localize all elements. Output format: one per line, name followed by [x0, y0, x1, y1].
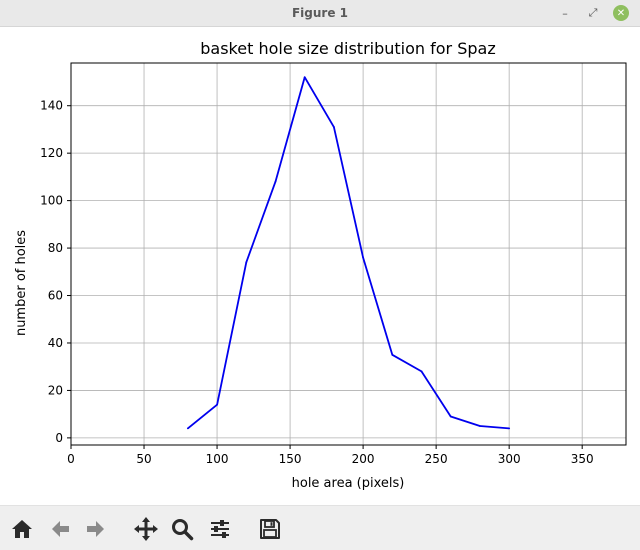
data-point	[508, 427, 511, 430]
navigation-toolbar	[0, 505, 640, 550]
y-tick-label: 0	[55, 431, 63, 445]
x-tick-label: 100	[206, 452, 229, 466]
data-point	[186, 427, 189, 430]
y-tick-label: 140	[40, 99, 63, 113]
x-axis-ticks: 0 50 100 150 200 250 300 350	[67, 445, 594, 466]
window-title: Figure 1	[291, 6, 349, 20]
back-button[interactable]	[47, 516, 73, 542]
forward-button[interactable]	[83, 516, 109, 542]
data-point	[332, 126, 335, 128]
x-axis-label: hole area (pixels)	[292, 476, 405, 491]
data-point	[420, 370, 423, 373]
data-point	[245, 261, 248, 264]
data-point	[362, 256, 365, 259]
line-chart: 0 50 100 150 200 250 300 350 0 20 40 60 80 100 120 140…	[14, 39, 627, 491]
back-icon	[52, 521, 69, 537]
close-button[interactable]: ✕	[613, 5, 629, 21]
data-point	[479, 425, 481, 427]
x-tick-label: 200	[352, 452, 375, 466]
maximize-button[interactable]: ⤢	[588, 6, 598, 19]
y-tick-label: 100	[40, 194, 63, 208]
title-bar[interactable]: Figure 1 – ⤢ ✕	[0, 0, 640, 27]
forward-icon	[87, 521, 104, 537]
x-tick-label: 350	[571, 452, 594, 466]
data-point	[391, 353, 394, 356]
data-point	[216, 403, 218, 406]
y-tick-label: 80	[48, 241, 63, 255]
x-tick-label: 50	[136, 452, 151, 466]
pan-icon	[134, 517, 158, 541]
axes-frame	[70, 62, 627, 446]
zoom-icon	[172, 519, 194, 541]
x-tick-label: 150	[279, 452, 302, 466]
configure-subplots-icon	[211, 520, 229, 538]
figure-canvas[interactable]: 0 50 100 150 200 250 300 350 0 20 40 60 80 100 120 140…	[0, 27, 640, 505]
pan-button[interactable]	[133, 516, 159, 542]
y-tick-label: 20	[48, 383, 63, 397]
minimize-button[interactable]: –	[562, 6, 568, 20]
y-axis-ticks: 0 20 40 60 80 100 120 140	[40, 99, 71, 445]
x-tick-label: 250	[425, 452, 448, 466]
x-tick-label: 300	[498, 452, 521, 466]
y-tick-label: 120	[40, 146, 63, 160]
x-tick-label: 0	[67, 452, 75, 466]
configure-subplots-button[interactable]	[207, 516, 233, 542]
y-tick-label: 60	[48, 289, 63, 303]
data-point	[303, 76, 306, 79]
save-icon	[260, 519, 280, 539]
data-point	[449, 415, 452, 418]
y-axis-label: number of holes	[14, 230, 29, 336]
series-line	[187, 76, 510, 430]
zoom-button[interactable]	[169, 516, 195, 542]
chart-title: basket hole size distribution for Spaz	[200, 39, 495, 58]
save-button[interactable]	[257, 516, 283, 542]
data-point	[274, 180, 277, 183]
y-tick-label: 40	[48, 336, 63, 350]
home-icon	[12, 520, 32, 538]
series	[186, 76, 511, 430]
grid	[70, 63, 626, 445]
home-button[interactable]	[9, 516, 35, 542]
